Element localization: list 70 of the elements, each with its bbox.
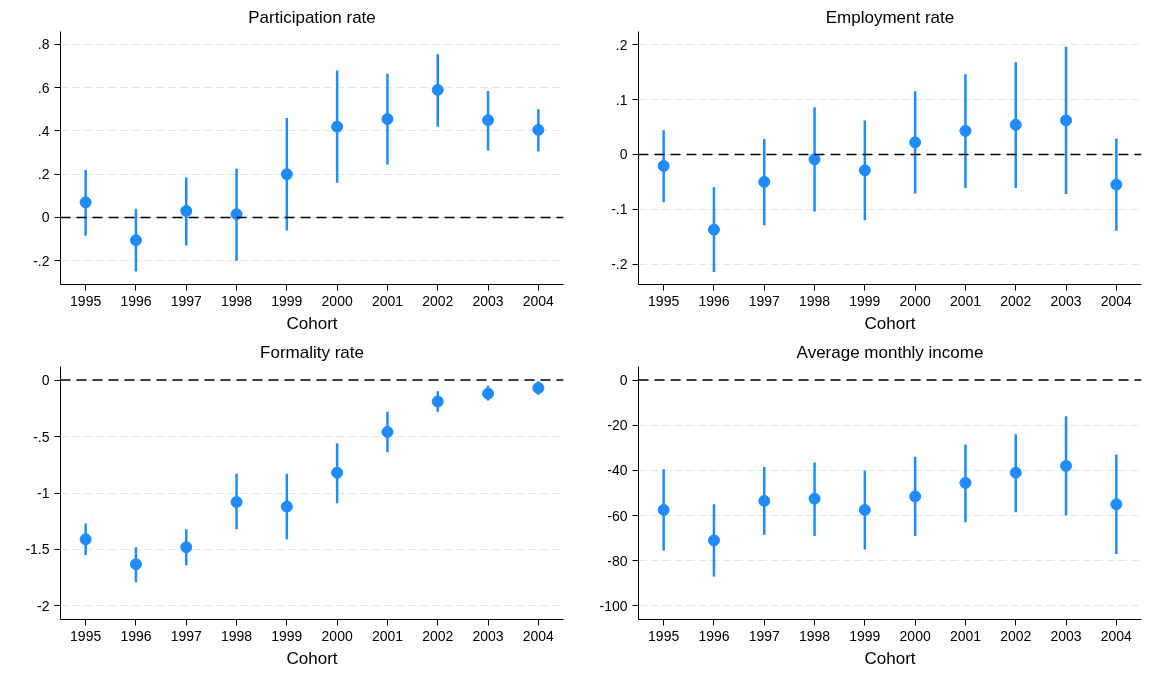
x-tick-label: 2002 bbox=[1000, 627, 1032, 644]
x-tick-label: 1995 bbox=[70, 292, 102, 309]
chart-title: Participation rate bbox=[248, 7, 376, 27]
x-tick-label: 2001 bbox=[949, 627, 982, 644]
x-tick-label: 2004 bbox=[522, 627, 555, 644]
x-tick-label: 1996 bbox=[120, 627, 152, 644]
x-tick-label: 2004 bbox=[1100, 627, 1133, 644]
x-axis-title: Cohort bbox=[286, 648, 338, 668]
x-tick-label: 2003 bbox=[472, 292, 504, 309]
y-tick-label: 0 bbox=[41, 372, 50, 389]
y-tick-label: .2 bbox=[37, 166, 50, 183]
x-tick-label: 1997 bbox=[170, 292, 203, 309]
y-tick-label: -60 bbox=[607, 507, 628, 524]
x-tick-label: 1995 bbox=[70, 627, 102, 644]
x-tick-label: 1997 bbox=[748, 292, 781, 309]
x-tick-label: 1999 bbox=[271, 292, 303, 309]
x-tick-label: 1995 bbox=[648, 627, 680, 644]
y-tick-label: -100 bbox=[599, 597, 628, 614]
chart-title: Formality rate bbox=[260, 342, 364, 362]
x-tick-label: 1998 bbox=[220, 627, 253, 644]
x-tick-label: 1997 bbox=[748, 627, 781, 644]
x-tick-label: 1997 bbox=[170, 627, 203, 644]
x-axis-title: Cohort bbox=[286, 313, 338, 333]
x-tick-label: 2002 bbox=[422, 627, 454, 644]
x-tick-label: 2001 bbox=[371, 627, 404, 644]
x-tick-label: 1998 bbox=[220, 292, 253, 309]
y-tick-label: -.1 bbox=[611, 201, 628, 218]
x-tick-label: 1999 bbox=[849, 627, 881, 644]
y-tick-label: 0 bbox=[41, 209, 50, 226]
x-tick-label: 2004 bbox=[1100, 292, 1133, 309]
x-tick-label: 2002 bbox=[422, 292, 454, 309]
x-tick-label: 2000 bbox=[321, 627, 353, 644]
x-tick-label: 2000 bbox=[321, 292, 353, 309]
x-tick-label: 1999 bbox=[849, 292, 881, 309]
x-tick-label: 2003 bbox=[1050, 292, 1082, 309]
chart-title: Average monthly income bbox=[796, 342, 984, 362]
y-tick-label: -20 bbox=[607, 417, 628, 434]
y-tick-label: -.2 bbox=[33, 252, 50, 269]
y-tick-label: -.5 bbox=[33, 428, 50, 445]
x-tick-label: 2001 bbox=[371, 292, 404, 309]
y-tick-label: -1 bbox=[37, 485, 50, 501]
x-tick-label: 2004 bbox=[522, 292, 555, 309]
x-tick-label: 1998 bbox=[798, 292, 831, 309]
x-tick-label: 2000 bbox=[899, 292, 931, 309]
x-axis-title: Cohort bbox=[864, 313, 916, 333]
y-tick-label: 0 bbox=[619, 372, 628, 389]
y-tick-label: .2 bbox=[615, 36, 628, 53]
x-tick-label: 2000 bbox=[899, 627, 931, 644]
x-tick-label: 1996 bbox=[698, 292, 730, 309]
x-tick-label: 1995 bbox=[648, 292, 680, 309]
y-tick-label: .1 bbox=[615, 91, 628, 108]
chart-title: Employment rate bbox=[825, 7, 955, 27]
y-tick-label: .8 bbox=[37, 36, 50, 53]
x-tick-label: 2003 bbox=[1050, 627, 1082, 644]
y-tick-label: 0 bbox=[619, 146, 628, 163]
y-tick-label: -.2 bbox=[611, 256, 628, 273]
y-tick-label: -2 bbox=[37, 597, 50, 614]
y-tick-label: -40 bbox=[607, 462, 628, 479]
y-tick-label: -1.5 bbox=[25, 541, 50, 558]
x-tick-label: 1996 bbox=[698, 627, 730, 644]
x-tick-label: 1998 bbox=[798, 627, 831, 644]
y-tick-label: -80 bbox=[607, 552, 628, 569]
x-tick-label: 1996 bbox=[120, 292, 152, 309]
x-axis-title: Cohort bbox=[864, 648, 916, 668]
x-tick-label: 1999 bbox=[271, 627, 303, 644]
x-tick-label: 2001 bbox=[949, 292, 982, 309]
x-tick-label: 2003 bbox=[472, 627, 504, 644]
y-tick-label: .6 bbox=[37, 79, 50, 96]
x-tick-label: 2002 bbox=[1000, 292, 1032, 309]
y-tick-label: .4 bbox=[37, 122, 50, 139]
